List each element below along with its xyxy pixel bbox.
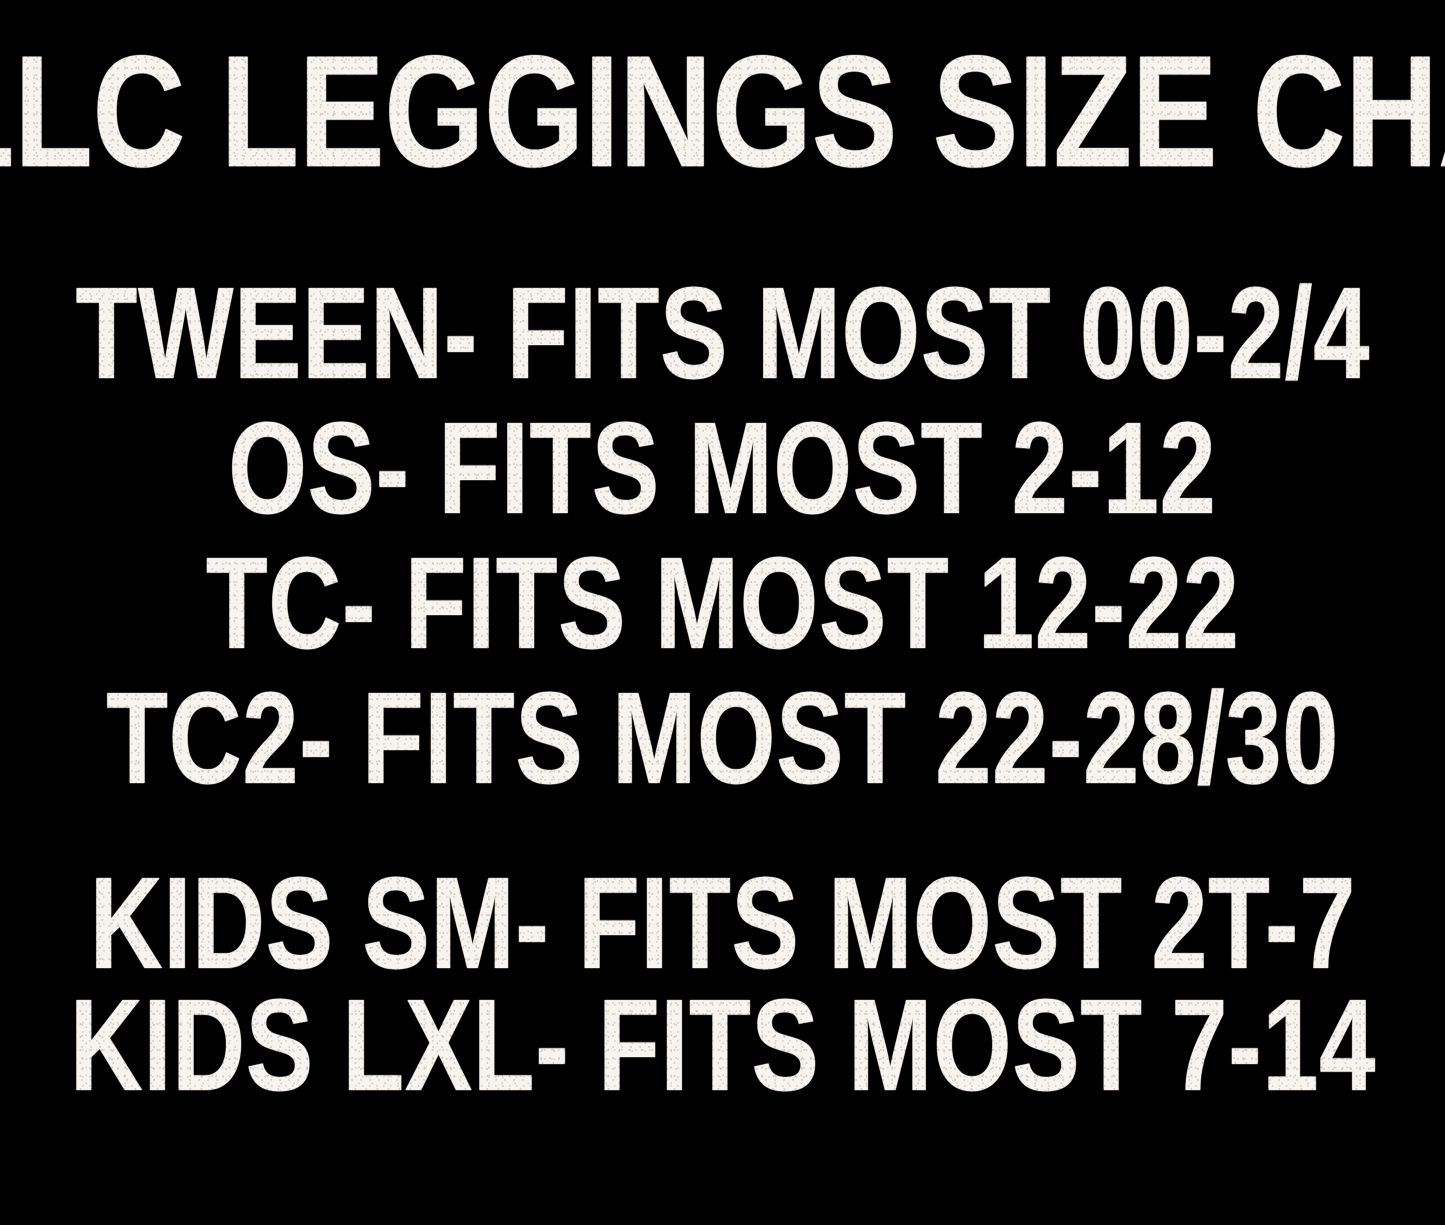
adult-size-group: TWEEN- FITS MOST 00-2/4 OS- FITS MOST 2-…	[0, 268, 1445, 804]
size-line-os: OS- FITS MOST 2-12	[228, 395, 1217, 541]
size-line-kids-lxl: KIDS LXL- FITS MOST 7-14	[69, 972, 1376, 1118]
size-line-kids-sm: KIDS SM- FITS MOST 2T-7	[89, 850, 1356, 996]
kids-size-group: KIDS SM- FITS MOST 2T-7 KIDS LXL- FITS M…	[0, 858, 1445, 1111]
page-title: GCLLC LEGGINGS SIZE CHART	[0, 21, 1445, 201]
size-line-tc2: TC2- FITS MOST 22-28/30	[106, 665, 1339, 811]
page-title-row: GCLLC LEGGINGS SIZE CHART	[0, 32, 1445, 191]
size-line-tc: TC- FITS MOST 12-22	[205, 530, 1240, 676]
size-line-tween: TWEEN- FITS MOST 00-2/4	[75, 260, 1370, 406]
